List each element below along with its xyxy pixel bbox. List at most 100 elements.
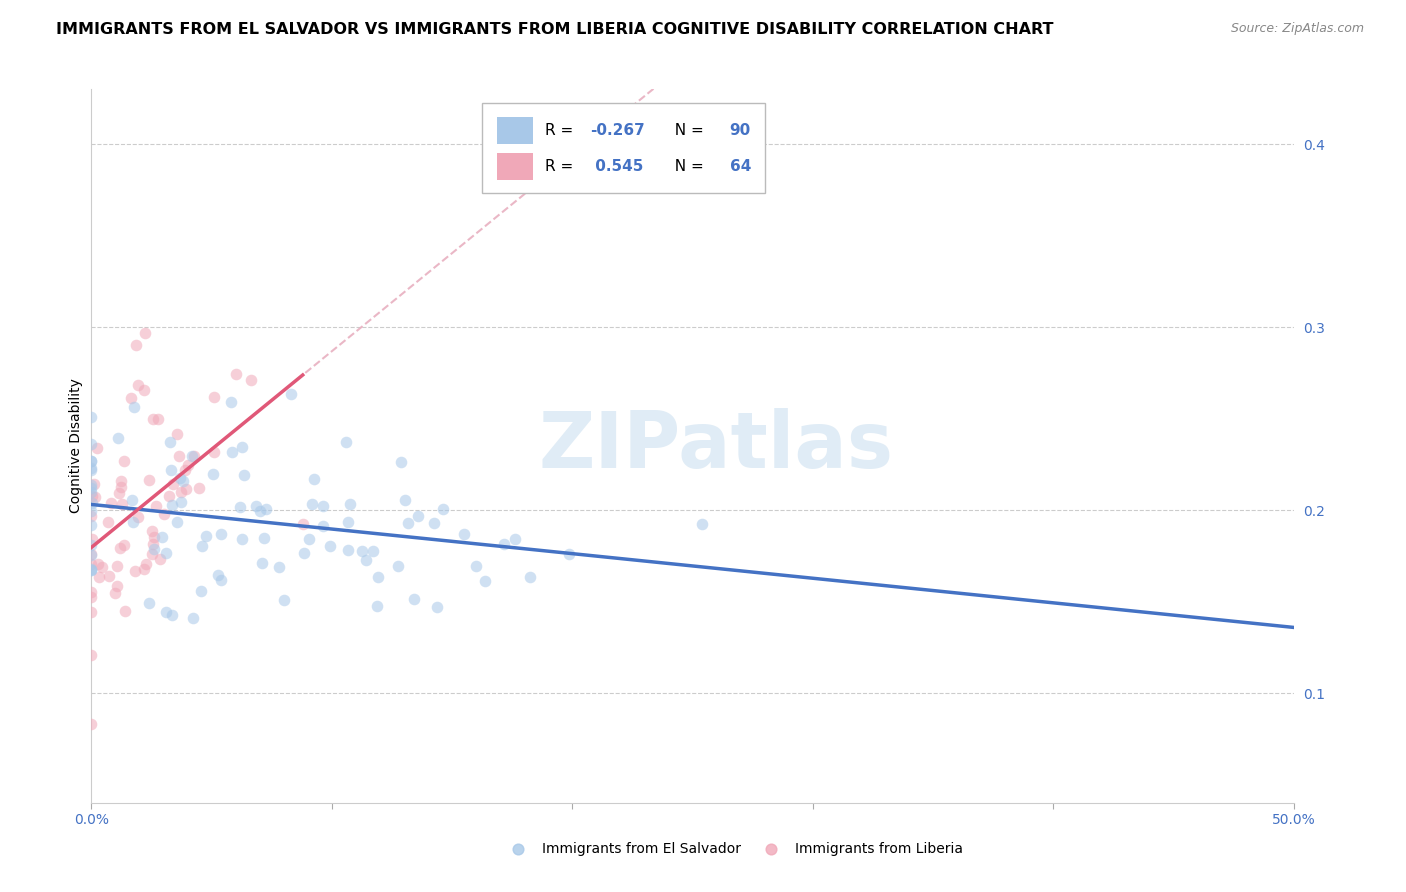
Point [558,547,581,561]
Text: IMMIGRANTS FROM EL SALVADOR VS IMMIGRANTS FROM LIBERIA COGNITIVE DISABILITY CORR: IMMIGRANTS FROM EL SALVADOR VS IMMIGRANT… [56,22,1053,37]
Point [105,559,128,574]
Point [297,533,319,547]
Point [361,544,384,558]
Text: 0.545: 0.545 [591,159,644,174]
Point [176,483,198,497]
Text: R =: R = [544,123,578,138]
Point [122,515,145,529]
Point [141,548,163,562]
Point [97,569,120,583]
Point [160,463,183,477]
Point [177,458,200,473]
Point [80,605,103,619]
Point [166,427,188,442]
Point [80,454,103,468]
Point [80,481,103,495]
Point [269,560,291,574]
Point [690,516,713,531]
Point [291,516,314,531]
Point [207,567,229,582]
Point [167,449,190,463]
Point [170,495,193,509]
Point [110,474,132,488]
Point [124,337,146,351]
Text: Source: ZipAtlas.com: Source: ZipAtlas.com [1230,22,1364,36]
Point [80,557,103,571]
Point [194,529,217,543]
Point [181,449,204,463]
Point [87,569,110,583]
Point [183,449,205,463]
Point [80,547,103,561]
Point [157,489,180,503]
Point [453,527,475,541]
Point [107,431,129,445]
Point [80,410,103,425]
Point [172,474,194,488]
Point [149,552,172,566]
Point [121,493,143,508]
Text: R =: R = [544,159,578,174]
Point [249,504,271,518]
Point [204,445,226,459]
Point [169,471,191,485]
Point [122,400,145,414]
Point [80,716,103,731]
Point [142,411,165,425]
Point [254,501,277,516]
Point [181,611,204,625]
Point [146,412,169,426]
Point [155,606,177,620]
Point [97,515,120,529]
Point [162,477,184,491]
Text: N =: N = [665,159,709,174]
Point [519,570,541,584]
Point [253,531,276,545]
Point [339,497,361,511]
Point [82,489,104,503]
Point [143,530,166,544]
Point [423,516,446,530]
Point [231,440,253,454]
Point [80,504,103,518]
Point [233,468,256,483]
Point [229,500,252,515]
Point [110,480,132,494]
Point [190,584,212,599]
Point [127,509,149,524]
FancyBboxPatch shape [482,103,765,193]
Point [80,461,103,475]
Point [80,463,103,477]
Point [80,648,103,662]
Text: 90: 90 [730,123,751,138]
Point [83,477,105,491]
Text: Immigrants from Liberia: Immigrants from Liberia [794,842,963,856]
Point [141,524,163,538]
Point [354,553,377,567]
Point [273,593,295,607]
Point [90,559,112,574]
Point [219,394,242,409]
Text: ZIPatlas: ZIPatlas [538,408,894,484]
FancyBboxPatch shape [496,153,533,180]
Point [112,454,135,468]
Point [209,527,232,541]
Point [221,444,243,458]
Text: N =: N = [665,123,709,138]
Point [80,477,103,491]
Point [104,586,127,600]
Point [145,500,167,514]
Point [231,533,253,547]
Point [80,562,103,576]
Point [86,557,108,571]
Point [124,564,146,578]
Point [82,532,104,546]
Point [134,326,156,340]
Point [408,509,430,524]
Point [80,496,103,510]
Point [80,437,103,451]
Point [367,569,389,583]
Point [80,509,103,524]
Point [292,546,315,560]
Point [352,544,374,558]
